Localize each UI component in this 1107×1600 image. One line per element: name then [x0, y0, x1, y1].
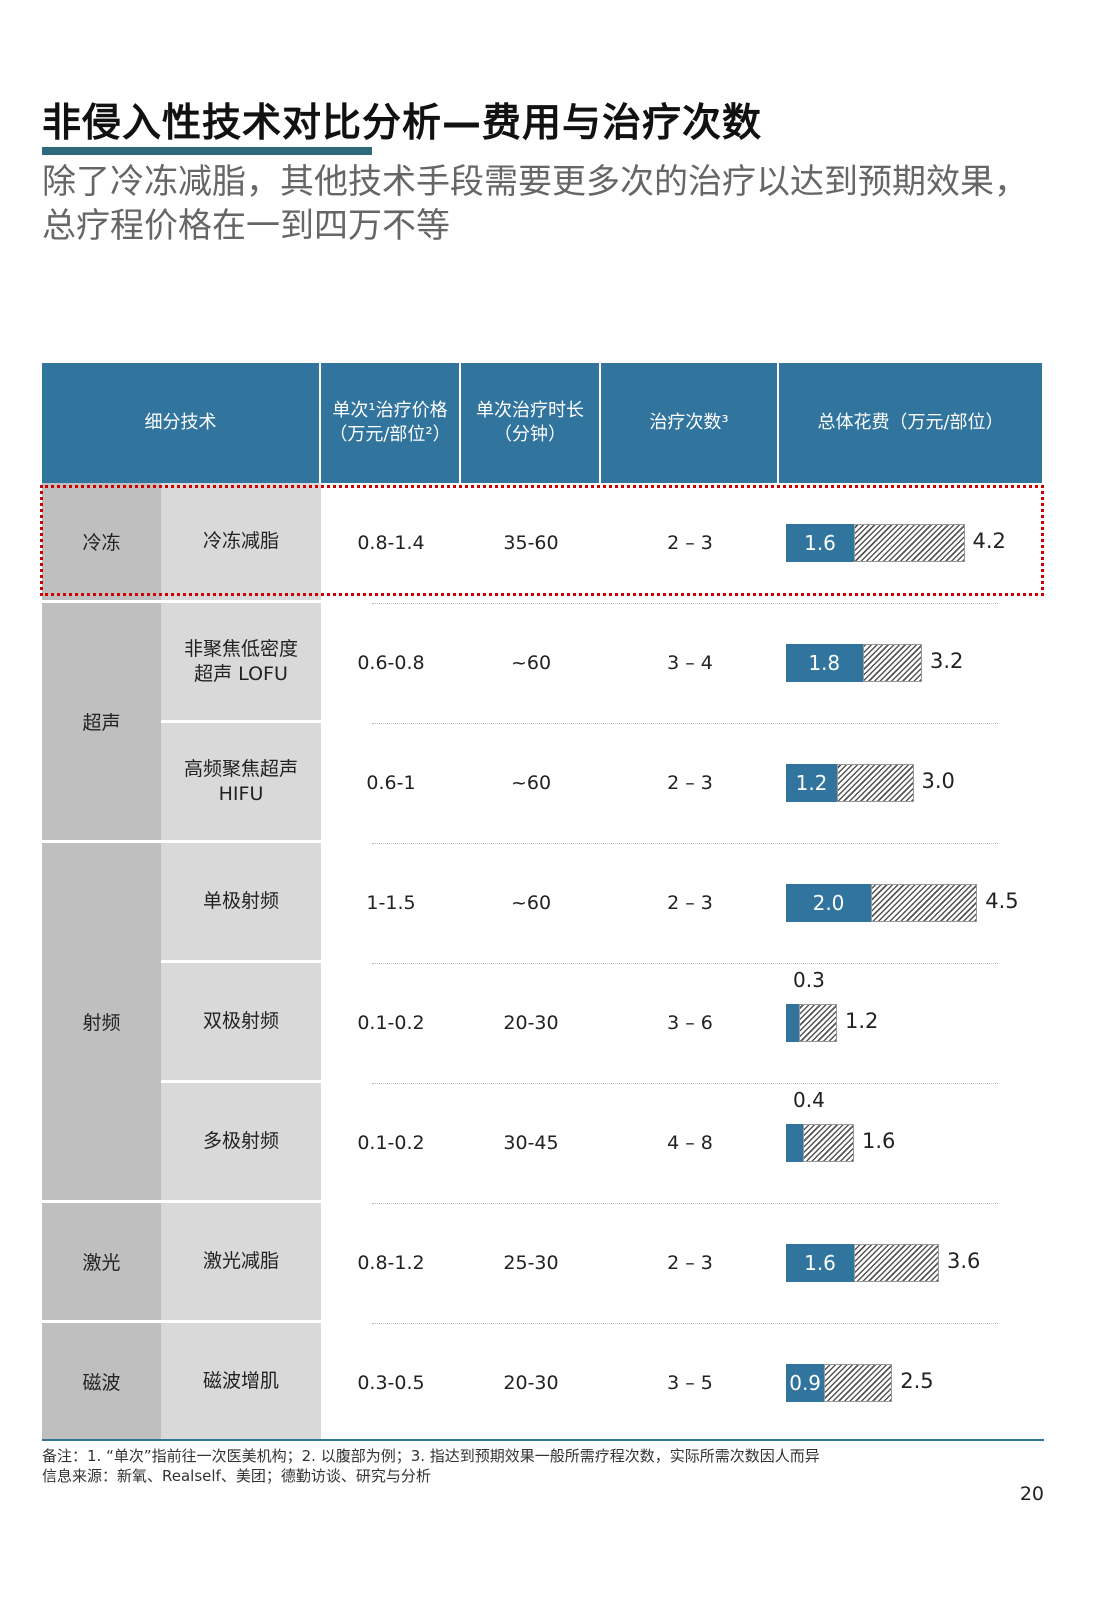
page-number: 20: [1019, 1483, 1044, 1505]
footnote: 备注：1. “单次”指前往一次医美机构；2. 以腹部为例；3. 指达到预期效果一…: [42, 1447, 820, 1465]
duration-cell: 20-30: [503, 1012, 559, 1034]
total-cost-label: 4.2: [972, 529, 1006, 553]
sessions-cell: 3 – 6: [667, 1012, 713, 1034]
total-cost-hatch-bar: [824, 1364, 893, 1402]
page-title: 非侵入性技术对比分析—费用与治疗次数: [42, 101, 763, 146]
row-separator: [372, 723, 998, 724]
price-cell: 0.6-0.8: [357, 652, 425, 674]
single-cost-bar: 0.9: [786, 1364, 825, 1402]
duration-cell: ~60: [510, 652, 552, 674]
price-cell: 0.8-1.4: [357, 532, 425, 554]
total-cost-hatch-bar: [837, 764, 914, 802]
single-cost-bar: [786, 1124, 803, 1162]
price-cell: 1-1.5: [366, 892, 416, 914]
technology-cell: 高频聚焦超声 HIFU: [161, 723, 321, 843]
page-subtitle: 除了冷冻减脂，其他技术手段需要更多次的治疗以达到预期效果，总疗程价格在一到四万不…: [42, 162, 1028, 246]
technology-cell: 非聚焦低密度超声 LOFU: [161, 603, 321, 723]
duration-cell: 20-30: [503, 1372, 559, 1394]
category-cell: 射频: [42, 843, 161, 1203]
total-cost-hatch-bar: [854, 524, 965, 562]
technology-cell: 单极射频: [161, 843, 321, 963]
row-separator: [372, 843, 998, 844]
row-separator: [372, 963, 998, 964]
duration-cell: 35-60: [503, 532, 559, 554]
sessions-cell: 4 – 8: [667, 1132, 713, 1154]
sessions-cell: 3 – 5: [667, 1372, 713, 1394]
sessions-cell: 2 – 3: [667, 1252, 713, 1274]
row-separator: [372, 1083, 998, 1084]
row-separator: [372, 1203, 998, 1204]
total-cost-label: 3.6: [947, 1249, 981, 1273]
sessions-cell: 2 – 3: [667, 892, 713, 914]
column-header: 治疗次数³: [601, 363, 779, 483]
total-cost-hatch-bar: [854, 1244, 939, 1282]
total-cost-hatch-bar: [803, 1124, 854, 1162]
sessions-cell: 2 – 3: [667, 532, 713, 554]
price-cell: 0.3-0.5: [357, 1372, 425, 1394]
category-cell: 冷冻: [42, 483, 161, 603]
column-header: 细分技术: [42, 363, 321, 483]
total-cost-label: 4.5: [985, 889, 1019, 913]
technology-cell: 双极射频: [161, 963, 321, 1083]
total-cost-label: 3.0: [921, 769, 955, 793]
total-cost-label: 1.2: [845, 1009, 879, 1033]
single-cost-label: 0.3: [793, 968, 825, 992]
column-header: 单次¹治疗价格（万元/部位²）: [321, 363, 461, 483]
duration-cell: ~60: [510, 892, 552, 914]
price-cell: 0.1-0.2: [357, 1012, 425, 1034]
technology-cell: 激光减脂: [161, 1203, 321, 1323]
duration-cell: 30-45: [503, 1132, 559, 1154]
source-note: 信息来源：新氧、Realself、美团；德勤访谈、研究与分析: [42, 1467, 431, 1485]
title-underline: [42, 147, 372, 155]
sessions-cell: 3 – 4: [667, 652, 713, 674]
single-cost-bar: 2.0: [786, 884, 871, 922]
technology-cell: 磁波增肌: [161, 1323, 321, 1443]
category-cell: 磁波: [42, 1323, 161, 1443]
single-cost-bar: 1.2: [786, 764, 837, 802]
single-cost-label: 0.4: [793, 1088, 825, 1112]
sessions-cell: 2 – 3: [667, 772, 713, 794]
total-cost-hatch-bar: [798, 1004, 837, 1042]
total-cost-label: 2.5: [900, 1369, 934, 1393]
single-cost-bar: 1.6: [786, 1244, 854, 1282]
total-cost-label: 1.6: [862, 1129, 896, 1153]
category-cell: 超声: [42, 603, 161, 843]
duration-cell: 25-30: [503, 1252, 559, 1274]
price-cell: 0.1-0.2: [357, 1132, 425, 1154]
column-header: 总体花费（万元/部位）: [779, 363, 1044, 483]
total-cost-hatch-bar: [862, 644, 922, 682]
single-cost-bar: 1.8: [786, 644, 863, 682]
duration-cell: ~60: [510, 772, 552, 794]
technology-cell: 多极射频: [161, 1083, 321, 1203]
total-cost-hatch-bar: [871, 884, 978, 922]
price-cell: 0.8-1.2: [357, 1252, 425, 1274]
single-cost-bar: 1.6: [786, 524, 854, 562]
total-cost-label: 3.2: [930, 649, 964, 673]
category-cell: 激光: [42, 1203, 161, 1323]
price-cell: 0.6-1: [366, 772, 416, 794]
single-cost-bar: [786, 1004, 799, 1042]
column-header: 单次治疗时长（分钟）: [461, 363, 601, 483]
row-separator: [372, 1323, 998, 1324]
row-separator: [372, 603, 998, 604]
divider: [42, 1439, 1044, 1441]
technology-cell: 冷冻减脂: [161, 483, 321, 603]
highlight-box: [40, 485, 1044, 596]
